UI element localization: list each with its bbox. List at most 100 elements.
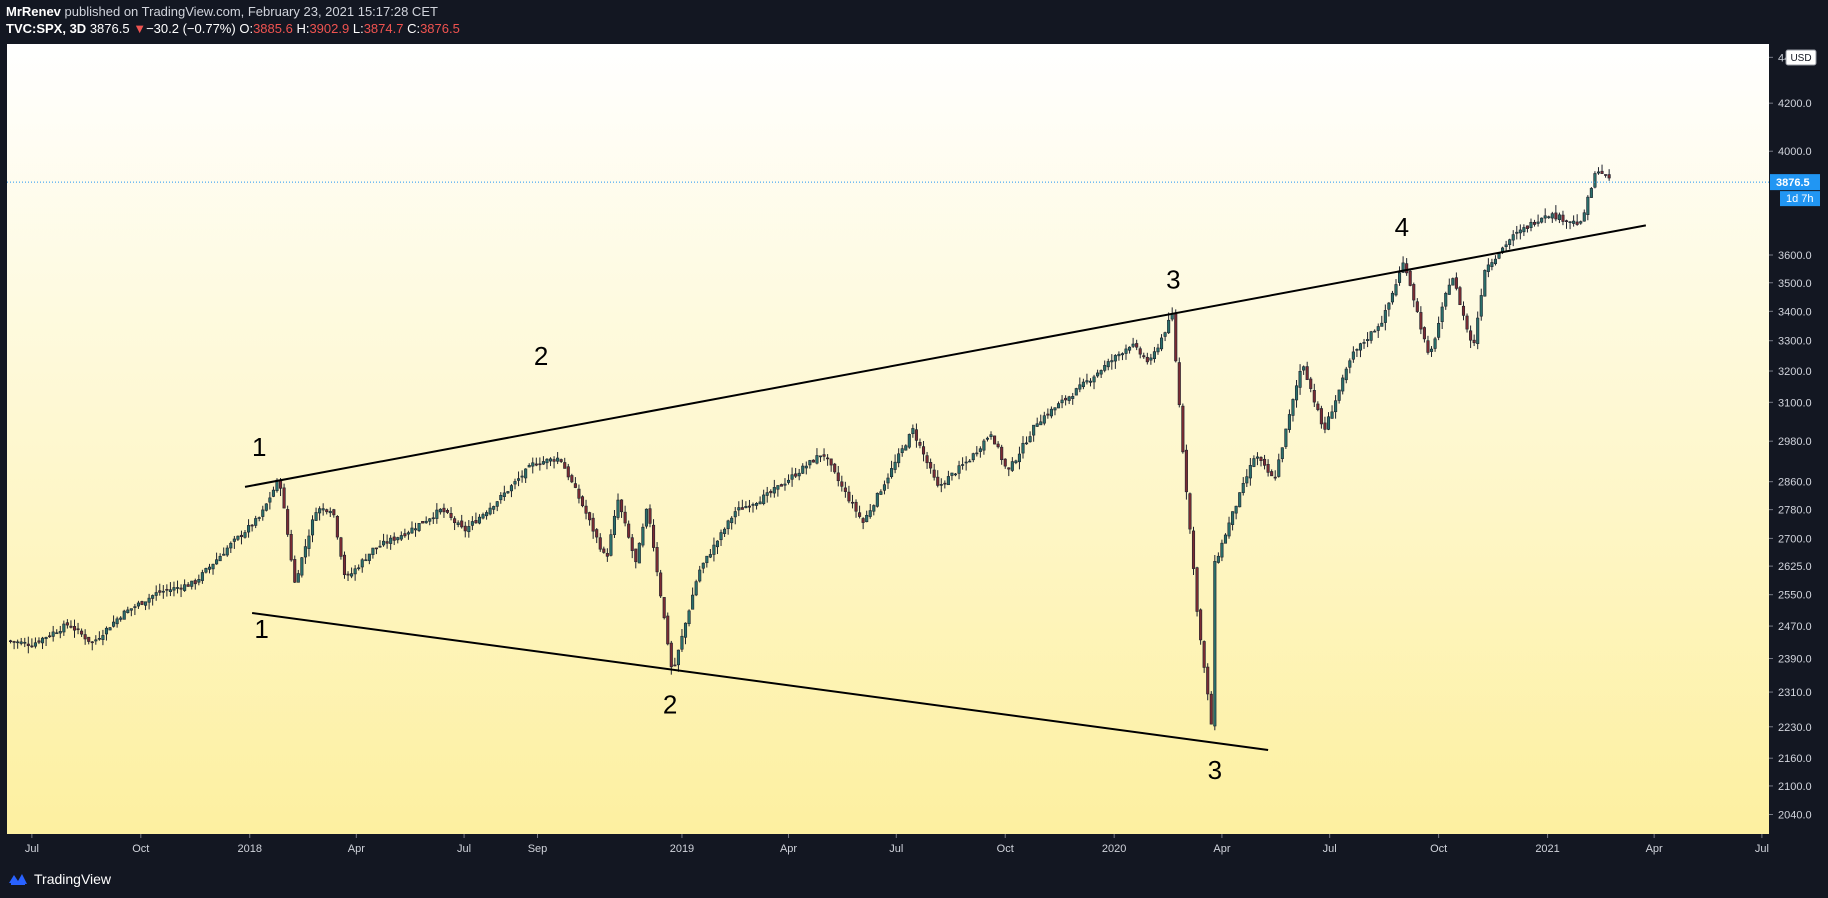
wave-label[interactable]: 2	[534, 341, 548, 371]
brand-label: TradingView	[34, 871, 112, 887]
candle-body	[1064, 397, 1068, 401]
wave-label[interactable]: 1	[252, 432, 266, 462]
candle-body	[1419, 312, 1423, 330]
wave-label[interactable]: 4	[1395, 212, 1409, 242]
candle-body	[378, 545, 382, 548]
trendline-upper[interactable]	[244, 224, 1647, 488]
candle-body	[726, 520, 730, 530]
candle-body	[278, 480, 283, 489]
author-name[interactable]: MrRenev	[6, 4, 61, 19]
candle-body	[1447, 284, 1451, 295]
wave-label[interactable]: 3	[1208, 755, 1222, 785]
candle-body	[605, 553, 609, 557]
candle-body	[236, 535, 240, 540]
candle-body	[691, 594, 695, 610]
candle-body	[1294, 385, 1299, 401]
candle-body	[875, 492, 879, 507]
candle-body	[1348, 360, 1352, 368]
trendline-lower[interactable]	[251, 612, 1269, 752]
price-tick-label: 2040.0	[1778, 809, 1812, 821]
candle-body	[648, 508, 652, 524]
candle-body	[1458, 287, 1462, 306]
price-tick-label: 2980.0	[1778, 436, 1812, 448]
price-chart[interactable]: 1 2 3 4 1 2 3 2040.0 2100.0 2160.0 2230.0 2310.0 23…	[0, 44, 1828, 862]
tradingview-brand[interactable]: TradingView	[8, 871, 111, 887]
candle-body	[534, 463, 538, 466]
candle-body	[925, 455, 929, 464]
candle-body	[868, 510, 872, 517]
currency-badge[interactable]: USD	[1785, 49, 1817, 66]
candle-body	[87, 636, 91, 642]
wave-label[interactable]: 2	[663, 690, 677, 720]
symbol-label[interactable]: TVC:SPX, 3D	[6, 21, 87, 36]
price-tick-label: 2160.0	[1778, 753, 1812, 765]
candle-body	[506, 491, 510, 494]
candle-body	[1454, 277, 1458, 289]
wave-label[interactable]: 3	[1166, 264, 1180, 294]
time-tick-label: 2019	[670, 843, 694, 855]
candle-body	[1408, 270, 1412, 286]
candle-body	[740, 507, 744, 510]
time-tick-label: Apr	[1213, 843, 1230, 855]
candle-body	[854, 501, 858, 512]
candle-body	[232, 538, 236, 542]
price-tick-label: 2100.0	[1778, 781, 1812, 793]
candle-body	[62, 623, 66, 633]
candle-body	[286, 509, 290, 535]
time-axis[interactable]	[0, 834, 1828, 862]
candle-body	[303, 546, 307, 558]
candle-body	[360, 559, 364, 568]
candle-body	[1021, 442, 1025, 454]
candle-body	[76, 628, 80, 631]
candle-body	[1277, 459, 1281, 477]
candle-body	[1479, 295, 1483, 317]
candle-body	[747, 505, 751, 508]
candle-body	[1540, 217, 1544, 223]
candle-body	[1220, 542, 1224, 558]
open-value: 3885.6	[253, 21, 293, 36]
candle-body	[712, 544, 716, 555]
low-value: 3874.7	[363, 21, 404, 36]
time-tick-label: Jul	[457, 843, 471, 855]
candle-body	[1337, 389, 1341, 401]
candle-body	[335, 516, 339, 538]
price-tick-label: 2625.0	[1778, 561, 1812, 573]
candle-body	[154, 592, 158, 596]
candle-body	[268, 497, 272, 503]
candle-body	[850, 501, 855, 504]
candle-body	[662, 597, 666, 619]
low-label: L:	[352, 21, 364, 36]
candle-body	[858, 512, 862, 517]
candle-body	[634, 548, 638, 563]
candle-body	[836, 472, 840, 482]
candle-body	[953, 473, 958, 476]
candle-body	[1550, 213, 1554, 219]
candle-body	[847, 491, 851, 502]
wave-label[interactable]: 1	[254, 614, 268, 644]
candle-body	[755, 502, 759, 506]
candle-body	[683, 622, 688, 638]
candle-body	[1532, 221, 1537, 225]
candle-body	[1412, 284, 1416, 301]
candle-body	[1259, 456, 1263, 461]
candle-body	[1326, 416, 1331, 430]
candle-body	[1536, 221, 1540, 224]
candle-body	[804, 465, 808, 469]
candle-body	[914, 429, 918, 441]
candle-body	[247, 525, 251, 533]
candle-body	[1604, 174, 1608, 176]
last-price-label: 3876.5	[1776, 177, 1810, 189]
time-tick-label: Jul	[1755, 843, 1769, 855]
open-label: O:	[239, 21, 254, 36]
candle-body	[1490, 262, 1494, 268]
candle-body	[222, 553, 226, 556]
trendlines-layer[interactable]	[244, 224, 1647, 752]
price-tick-label: 2700.0	[1778, 533, 1812, 545]
price-axis[interactable]	[1769, 44, 1828, 862]
candle-body	[183, 584, 187, 591]
candle-body	[129, 608, 133, 611]
candle-body	[623, 511, 627, 524]
candle-body	[701, 562, 705, 569]
candle-body	[556, 457, 560, 462]
candle-body	[694, 581, 698, 596]
